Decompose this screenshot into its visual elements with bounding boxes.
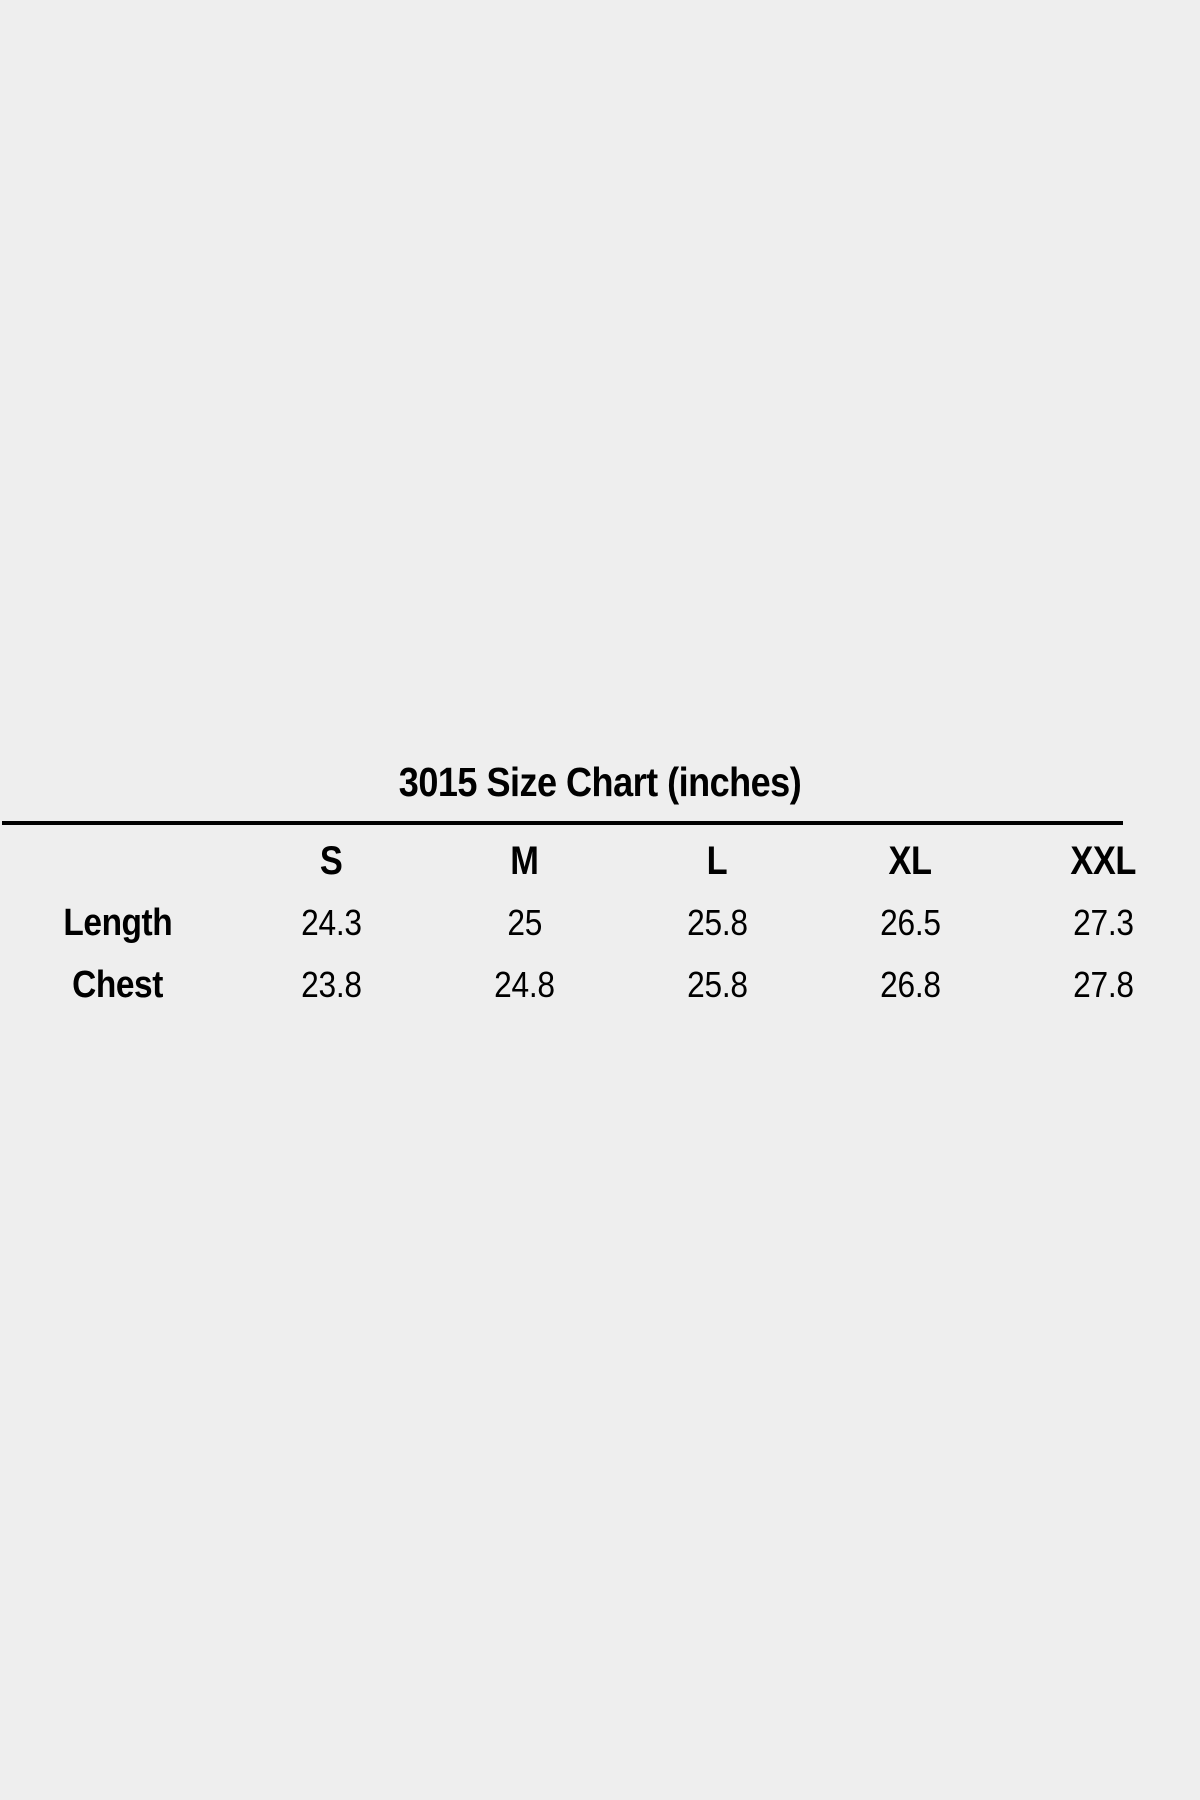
cell-length-l-value: 25.8 bbox=[687, 902, 748, 943]
cell-length-xxl: 27.3 bbox=[1007, 892, 1200, 954]
column-header-xxl: XXL bbox=[1007, 830, 1200, 892]
cell-chest-m: 24.8 bbox=[428, 954, 621, 1016]
column-header-xl-label: XL bbox=[888, 839, 933, 883]
cell-length-s: 24.3 bbox=[235, 892, 428, 954]
column-header-l: L bbox=[621, 830, 814, 892]
column-header-l-label: L bbox=[707, 839, 728, 883]
column-header-s: S bbox=[235, 830, 428, 892]
cell-chest-l: 25.8 bbox=[621, 954, 814, 1016]
table-row: Length 24.3 25 25.8 26.5 27.3 bbox=[0, 892, 1200, 954]
cell-length-s-value: 24.3 bbox=[300, 902, 362, 943]
cell-chest-m-value: 24.8 bbox=[493, 964, 555, 1005]
cell-length-xxl-value: 27.3 bbox=[1073, 902, 1134, 943]
cell-length-xl-value: 26.5 bbox=[880, 902, 941, 943]
cell-chest-xxl-value: 27.8 bbox=[1073, 964, 1134, 1005]
cell-length-xl: 26.5 bbox=[814, 892, 1007, 954]
column-header-xxl-label: XXL bbox=[1070, 839, 1137, 883]
table-row: Chest 23.8 24.8 25.8 26.8 27.8 bbox=[0, 954, 1200, 1016]
cell-length-m-value: 25 bbox=[506, 902, 542, 943]
column-header-m-label: M bbox=[510, 839, 539, 883]
row-label-length: Length bbox=[0, 892, 235, 954]
row-label-length-text: Length bbox=[62, 902, 172, 944]
table-corner-cell bbox=[0, 830, 235, 892]
cell-chest-l-value: 25.8 bbox=[687, 964, 748, 1005]
cell-chest-xxl: 27.8 bbox=[1007, 954, 1200, 1016]
page-title: 3015 Size Chart (inches) bbox=[398, 759, 802, 805]
size-chart-table: S M L XL XXL Length 24.3 25 25.8 26.5 27… bbox=[0, 830, 1200, 1016]
column-header-xl: XL bbox=[814, 830, 1007, 892]
cell-length-l: 25.8 bbox=[621, 892, 814, 954]
column-header-m: M bbox=[428, 830, 621, 892]
cell-chest-s-value: 23.8 bbox=[300, 964, 362, 1005]
table-header-row: S M L XL XXL bbox=[0, 830, 1200, 892]
row-label-chest: Chest bbox=[0, 954, 235, 1016]
cell-chest-s: 23.8 bbox=[235, 954, 428, 1016]
header-divider-rule bbox=[2, 821, 1123, 825]
cell-length-m: 25 bbox=[428, 892, 621, 954]
column-header-s-label: S bbox=[319, 839, 343, 883]
row-label-chest-text: Chest bbox=[71, 964, 163, 1006]
cell-chest-xl-value: 26.8 bbox=[880, 964, 941, 1005]
cell-chest-xl: 26.8 bbox=[814, 954, 1007, 1016]
